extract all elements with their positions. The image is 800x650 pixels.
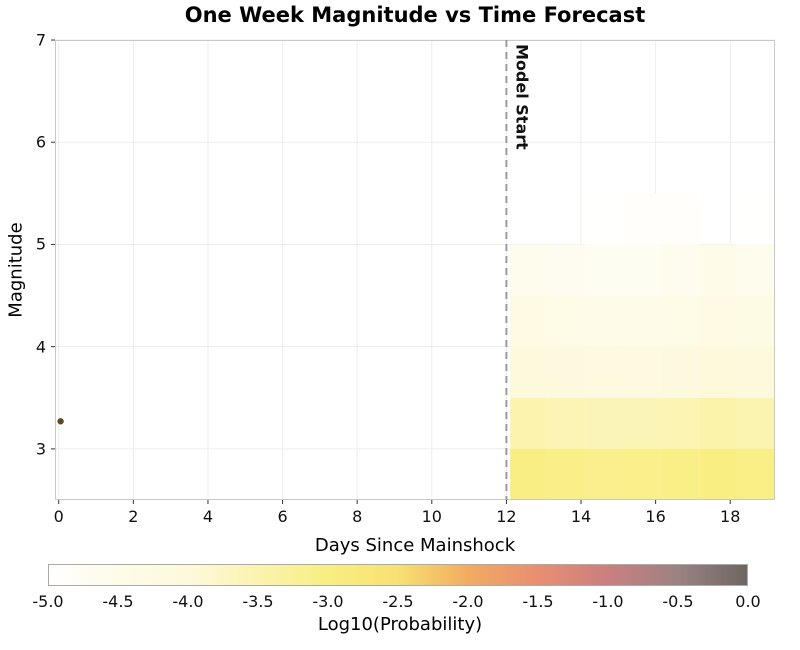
heatmap-cell (585, 244, 624, 296)
x-tick-label: 18 (720, 507, 741, 526)
colorbar-tick-label: -2.5 (382, 592, 414, 611)
heatmap-cell (737, 193, 775, 245)
heatmap-cell (547, 346, 586, 398)
x-tick-label: 16 (645, 507, 666, 526)
heatmap-cell (623, 295, 662, 347)
heatmap-cell (699, 448, 738, 500)
y-tick-label: 6 (35, 132, 46, 152)
heatmap-cell (585, 295, 624, 347)
heatmap-cell (623, 448, 662, 500)
colorbar-tick-label: -2.0 (452, 592, 484, 611)
plot-area (51, 39, 775, 504)
x-tick-label: 8 (352, 507, 363, 526)
heatmap-cell (737, 244, 775, 296)
heatmap-cell (547, 448, 586, 500)
heatmap-cell (661, 346, 700, 398)
x-tick-label: 14 (570, 507, 592, 526)
heatmap-cell (737, 397, 775, 449)
heatmap-cell (623, 244, 662, 296)
colorbar-tick-label: -4.5 (102, 592, 134, 611)
heatmap-cell (547, 397, 586, 449)
heatmap-cell (510, 448, 548, 500)
heatmap-cell (737, 448, 775, 500)
heatmap-cell (585, 397, 624, 449)
y-axis-label: Magnitude (5, 222, 27, 318)
colorbar-tick-label: -5.0 (32, 592, 64, 611)
x-tick-label: 10 (421, 507, 442, 526)
colorbar-tick-label: -3.5 (242, 592, 274, 611)
plot-border (55, 40, 775, 500)
heatmap-cell (585, 346, 624, 398)
heatmap-cell (661, 295, 700, 347)
colorbar (48, 564, 748, 586)
x-tick-label: 6 (277, 507, 288, 526)
heatmap-cell (661, 193, 700, 245)
plot-canvas (51, 39, 775, 504)
heatmap-cell (699, 244, 738, 296)
x-tick-label: 4 (202, 507, 214, 526)
heatmap-cell (699, 295, 738, 347)
y-tick-label: 4 (35, 337, 46, 357)
heatmap-cell (737, 295, 775, 347)
x-tick-label: 12 (496, 507, 517, 526)
heatmap-cell (547, 295, 586, 347)
colorbar-label: Log10(Probability) (317, 614, 483, 635)
colorbar-tick-label: -3.0 (312, 592, 344, 611)
heatmap-cell (510, 397, 548, 449)
x-tick-label: 2 (128, 507, 139, 526)
heatmap-cell (510, 295, 548, 347)
heatmap-cell (585, 193, 624, 245)
heatmap-cell (510, 244, 548, 296)
heatmap-cell (661, 244, 700, 296)
heatmap-cell (623, 346, 662, 398)
heatmap-cell (661, 397, 700, 449)
y-tick-label: 7 (35, 30, 46, 50)
heatmap-cell (699, 346, 738, 398)
heatmap-cell (661, 448, 700, 500)
heatmap-cell (585, 448, 624, 500)
heatmap-cell (510, 346, 548, 398)
heatmap-cell (737, 346, 775, 398)
colorbar-tick-label: -1.5 (522, 592, 554, 611)
x-tick-label: 0 (53, 507, 64, 526)
colorbar-tick-label: -0.5 (662, 592, 694, 611)
model-start-label: Model Start (512, 44, 532, 150)
colorbar-tick-label: -4.0 (172, 592, 204, 611)
heatmap-cell (699, 397, 738, 449)
x-axis-label: Days Since Mainshock (314, 535, 516, 556)
y-tick-label: 3 (35, 439, 46, 459)
colorbar-gradient (48, 564, 748, 586)
colorbar-tick-label: 0.0 (735, 592, 761, 611)
heatmap-cell (547, 244, 586, 296)
y-tick-label: 5 (35, 234, 46, 254)
heatmap-cell (623, 397, 662, 449)
mainshock-point (57, 418, 64, 425)
heatmap-cell (623, 193, 662, 245)
colorbar-tick-label: -1.0 (592, 592, 624, 611)
chart-title: One Week Magnitude vs Time Forecast (184, 3, 646, 27)
